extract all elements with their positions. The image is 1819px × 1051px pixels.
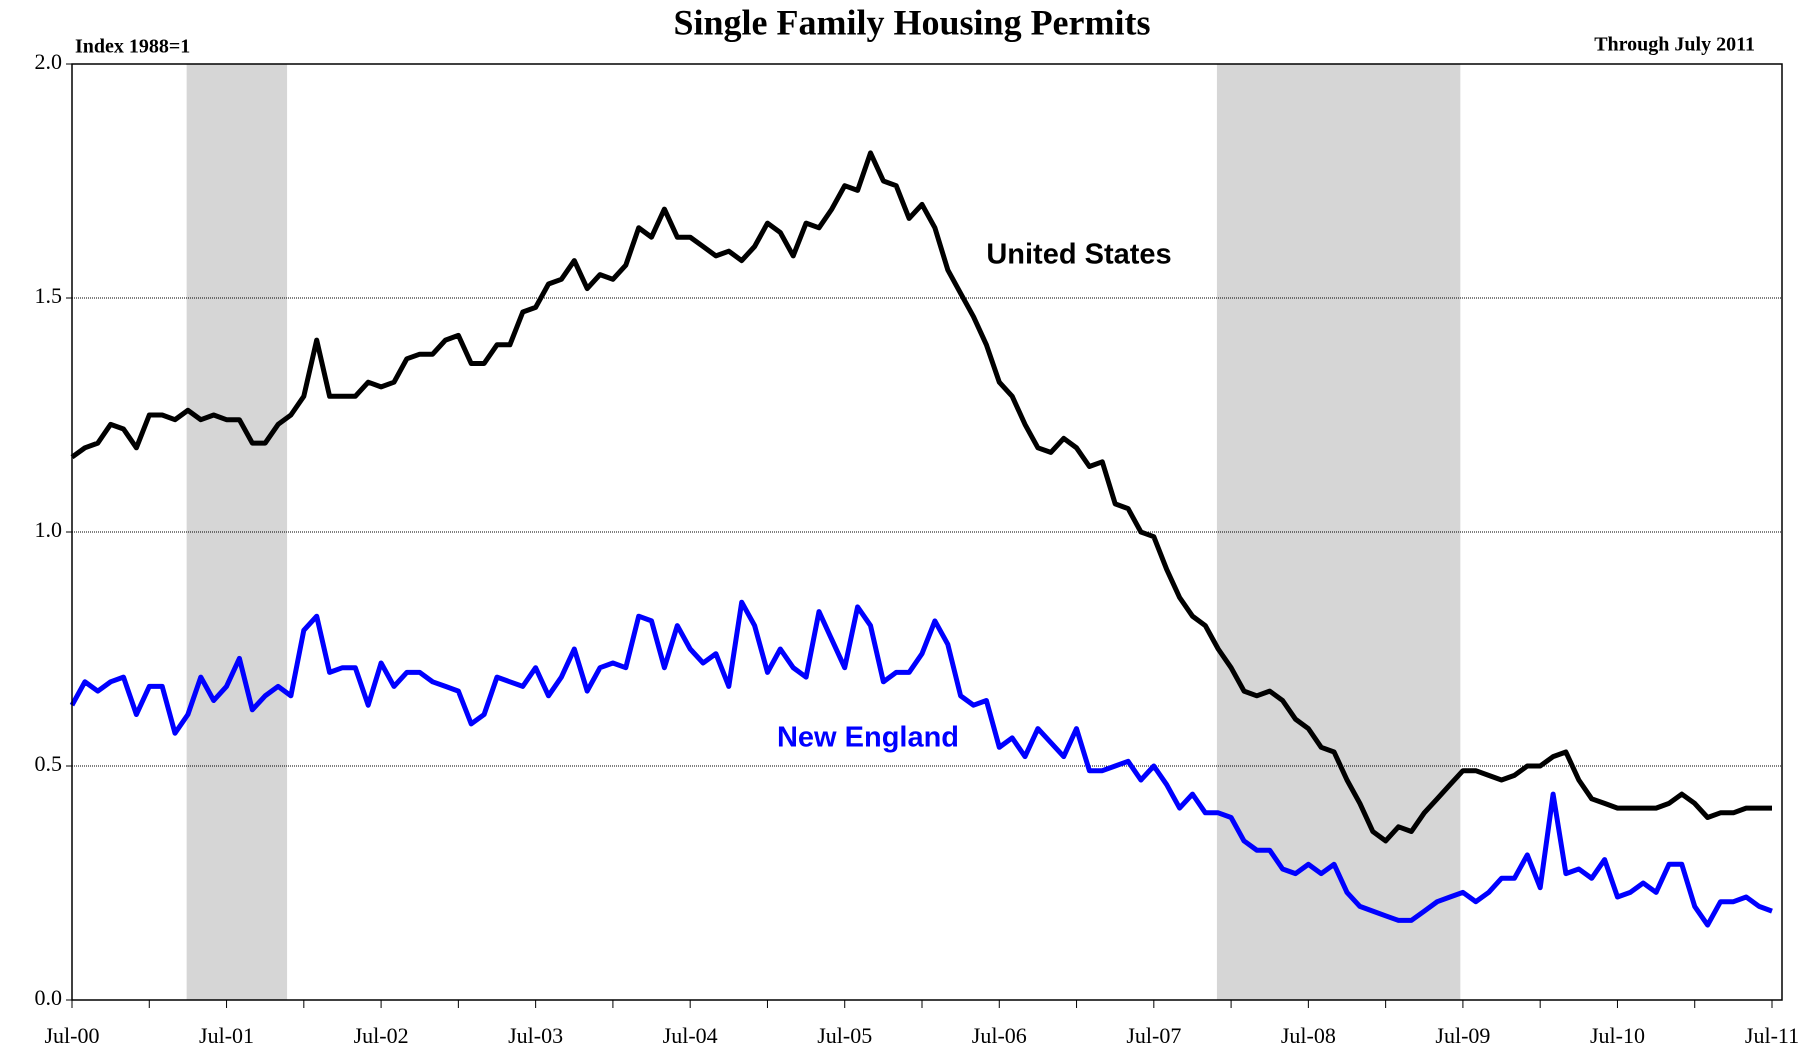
x-tick-label: Jul-08 bbox=[1281, 1023, 1336, 1048]
note: Through July 2011 bbox=[1594, 34, 1755, 56]
subtitle: Index 1988=1 bbox=[75, 36, 190, 58]
x-tick-label: Jul-01 bbox=[199, 1023, 254, 1048]
y-tick-label: 1.5 bbox=[35, 283, 63, 308]
x-tick-label: Jul-11 bbox=[1745, 1023, 1799, 1048]
y-tick-label: 0.5 bbox=[35, 751, 63, 776]
x-tick-label: Jul-02 bbox=[354, 1023, 409, 1048]
series-line bbox=[69, 599, 1773, 928]
x-tick-label: Jul-04 bbox=[663, 1023, 718, 1048]
chart-title: Single Family Housing Permits bbox=[674, 2, 1151, 42]
y-tick-label: 2.0 bbox=[35, 49, 63, 74]
x-tick-label: Jul-10 bbox=[1590, 1023, 1645, 1048]
y-tick-label: 1.0 bbox=[35, 517, 63, 542]
x-tick-label: Jul-05 bbox=[817, 1023, 872, 1048]
x-tick-label: Jul-03 bbox=[508, 1023, 563, 1048]
series-line bbox=[70, 150, 1772, 844]
x-tick-label: Jul-00 bbox=[45, 1023, 100, 1048]
y-tick-label: 0.0 bbox=[35, 985, 63, 1010]
x-tick-label: Jul-06 bbox=[972, 1023, 1027, 1048]
x-tick-label: Jul-07 bbox=[1126, 1023, 1181, 1048]
series-label: New England bbox=[777, 722, 959, 754]
x-tick-label: Jul-09 bbox=[1435, 1023, 1490, 1048]
plot-frame bbox=[71, 63, 1783, 1001]
series-label: United States bbox=[986, 239, 1171, 271]
